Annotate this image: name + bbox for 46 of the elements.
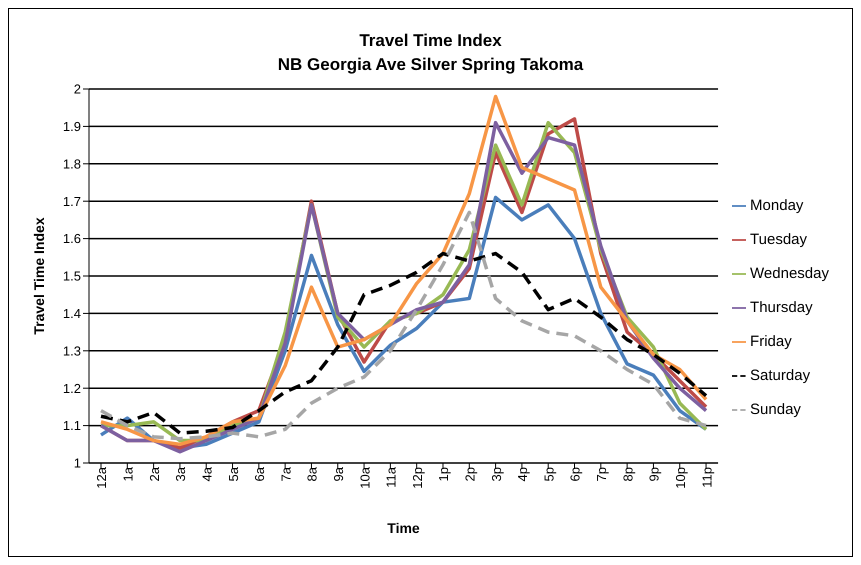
y-axis-title: Travel Time Index (30, 217, 47, 335)
y-tick-label: 1 (74, 456, 81, 471)
x-tick-label: 9p (646, 467, 662, 482)
x-tick-label: 5p (541, 467, 556, 482)
x-tick-label: 3p (488, 467, 504, 482)
x-tick-label: 11a (384, 466, 399, 488)
x-tick-label: 1a (120, 466, 136, 482)
x-axis-title: Time (387, 520, 420, 536)
x-tick-label: 10p (672, 467, 688, 489)
x-tick-label: 3a (173, 466, 188, 482)
y-tick-label: 1.2 (62, 380, 81, 396)
y-tick-label: 1.4 (62, 306, 81, 322)
x-tick-label: 7p (594, 467, 610, 482)
x-tick-label: 12a (94, 466, 110, 489)
x-tick-label: 4p (515, 467, 530, 482)
y-tick-label: 1.5 (62, 268, 81, 284)
x-tick-label: 8p (620, 467, 636, 482)
x-tick-label: 9a (330, 466, 346, 482)
legend-label: Friday (750, 333, 792, 350)
y-tick-label: 1.8 (62, 156, 81, 172)
legend-label: Saturday (750, 367, 810, 384)
legend-label: Monday (750, 197, 804, 214)
y-tick-label: 2 (74, 82, 81, 97)
x-tick-label: 2p (462, 467, 478, 482)
x-tick-label: 4a (199, 466, 214, 482)
legend-label: Tuesday (750, 231, 808, 248)
y-tick-label: 1.3 (62, 343, 81, 358)
legend-label: Wednesday (750, 265, 829, 282)
x-tick-label: 6p (568, 467, 583, 482)
x-tick-label: 1p (436, 467, 452, 482)
x-tick-label: 8a (304, 466, 320, 482)
legend-label: Sunday (750, 401, 801, 418)
chart-title: Travel Time Index (358, 30, 503, 52)
x-tick-label: 6a (252, 466, 268, 482)
legend-label: Thursday (750, 299, 813, 316)
x-tick-label: 10a (357, 466, 372, 489)
chart-subtitle: NB Georgia Ave Silver Spring Takoma (276, 54, 584, 76)
y-tick-label: 1.6 (62, 231, 81, 246)
x-tick-label: 5a (226, 466, 241, 482)
x-tick-label: 2a (146, 466, 162, 482)
y-tick-label: 1.7 (62, 194, 81, 209)
x-tick-label: 7a (278, 466, 294, 482)
x-tick-label: 11p (699, 467, 714, 488)
y-tick-label: 1.1 (62, 418, 81, 434)
x-tick-label: 12p (410, 467, 425, 489)
y-tick-label: 1.9 (62, 119, 81, 134)
